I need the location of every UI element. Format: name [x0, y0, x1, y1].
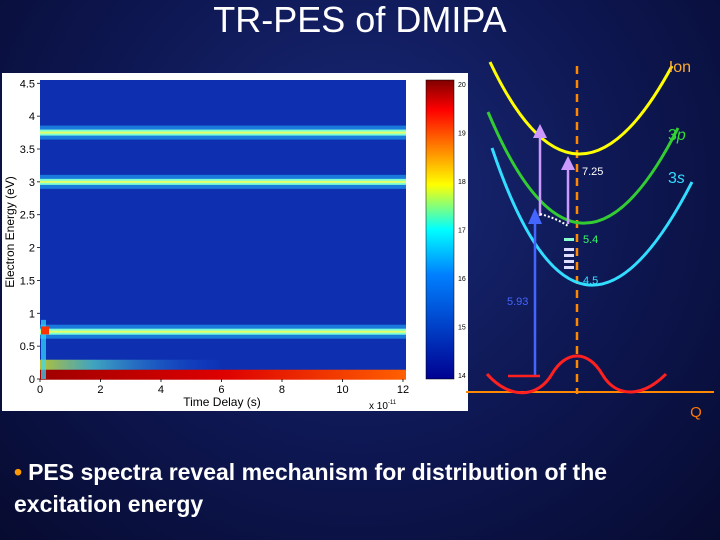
x-tick-label: 0 [37, 384, 43, 396]
y-tick-label: 4 [29, 111, 35, 123]
y-tick-label: 2.5 [20, 210, 35, 222]
3s-curve [490, 147, 694, 287]
y-tick-label: 2 [29, 243, 35, 255]
colorbar-ticks: 20 19 18 17 16 15 14 [458, 82, 466, 380]
colorbar-tick-label: 19 [458, 131, 466, 138]
coordinate-label-q: Q [690, 404, 702, 421]
energy-label-5.93: 5.93 [507, 296, 528, 308]
y-tick-label: 3 [29, 177, 35, 189]
energy-label-5.4: 5.4 [583, 234, 598, 246]
energy-label-4.5: 4.5 [583, 275, 598, 287]
x-tick-label: 12 [397, 384, 409, 396]
ion-curve [488, 61, 674, 156]
heatmap-band-decay [40, 359, 220, 370]
y-tick-label: 3.5 [20, 144, 35, 156]
excitation-arrowhead [528, 208, 542, 224]
y-axis-label: Electron Energy (eV) [3, 176, 17, 287]
colorbar-tick-label: 17 [458, 228, 466, 235]
x-axis-ticks: 0 2 4 6 8 10 12 [37, 379, 409, 396]
y-tick-label: 0.5 [20, 341, 35, 353]
x-tick-label: 2 [97, 384, 103, 396]
x-tick-label: 6 [218, 384, 224, 396]
x-tick-label: 8 [279, 384, 285, 396]
colorbar-tick-label: 20 [458, 82, 466, 89]
3p-state-label: 3p [668, 127, 686, 144]
time-zero-peak [41, 326, 49, 335]
x-tick-label: 10 [336, 384, 348, 396]
x-tick-label: 4 [158, 384, 164, 396]
colorbar-tick-label: 18 [458, 179, 466, 186]
time-zero-streak [41, 319, 46, 379]
energy-label-7.25: 7.25 [582, 166, 603, 178]
heatmap-bands [40, 125, 406, 380]
colorbar [425, 79, 455, 380]
slide-title: TR-PES of DMIPA [213, 0, 507, 40]
3p-curve [486, 111, 680, 225]
ion-state-label: Ion [669, 59, 691, 76]
x-axis-label: Time Delay (s) [183, 395, 261, 409]
bullet-point: • PES spectra reveal mechanism for distri… [14, 456, 714, 520]
y-tick-label: 1.5 [20, 275, 35, 287]
heatmap-band-core [40, 180, 406, 183]
bullet-icon: • [14, 459, 23, 485]
y-tick-label: 4.5 [20, 78, 35, 90]
y-tick-label: 1 [29, 308, 35, 320]
energy-level-diagram: Ion 3p 3s 7.25 5.4 4.5 5.93 Q [466, 59, 714, 421]
colorbar-tick-label: 16 [458, 276, 466, 283]
probe-arrowhead-left [533, 124, 547, 138]
x-axis-multiplier: x 10-11 [369, 400, 397, 412]
colorbar-tick-label: 14 [458, 373, 466, 380]
y-axis-ticks: 0 0.5 1 1.5 2 2.5 3 3.5 4 4.5 [20, 78, 40, 386]
relaxation-dotted-path [539, 213, 569, 227]
3s-state-label: 3s [668, 170, 685, 187]
probe-arrowhead-right [561, 156, 575, 170]
heatmap-band [40, 369, 406, 380]
y-tick-label: 0 [29, 374, 35, 386]
colorbar-tick-label: 15 [458, 325, 466, 332]
spectrum-panel: 20 19 18 17 16 15 14 0 0.5 1 1.5 2 2.5 3 3.5 4 4.5 0 2 4 6… [2, 73, 468, 412]
heatmap-band-core [40, 330, 406, 333]
bullet-text: PES spectra reveal mechanism for distrib… [14, 459, 608, 517]
relaxation-marker [564, 238, 574, 269]
heatmap-band-core [40, 131, 406, 134]
ground-state-curve [485, 354, 668, 395]
